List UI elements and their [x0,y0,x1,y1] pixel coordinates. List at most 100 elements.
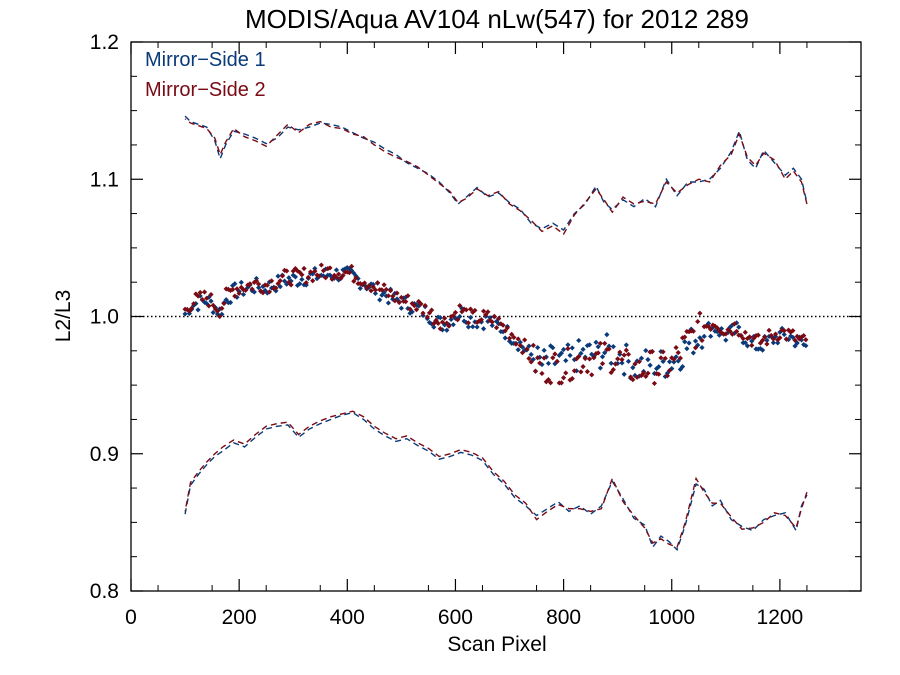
series-2-point [305,274,311,280]
series-2-point [210,302,216,308]
series-2-point [740,335,746,342]
series-2-point [435,320,441,326]
series-1-point [234,294,240,300]
series-1-point [461,318,467,324]
series-2-point [770,336,776,342]
series-1-point [219,311,225,317]
series-1-point [238,279,244,285]
series-1-point [662,373,668,380]
series-2-point [197,289,203,296]
series-2-point [617,349,623,355]
series-2-point [186,308,192,314]
series-2-point [353,275,359,281]
series-2-point [632,361,638,367]
series-2-point [442,315,448,321]
series-2-point [539,370,545,377]
legend-entry-mirror-side-2: Mirror−Side 2 [145,79,266,101]
series-2-point [214,308,221,314]
series-1-point [528,351,534,358]
series-2-point [387,287,394,294]
series-2-point [336,271,342,277]
series-2-point [299,272,305,278]
series-1-point [502,335,508,341]
series-2-point [398,294,404,301]
plot-data-layer [131,115,861,552]
series-1-point [493,318,500,325]
series-2-point [429,307,435,313]
series-2-point [692,345,699,351]
series-1-point [223,297,229,303]
series-2-point [496,315,502,322]
series-1-point [517,339,523,345]
x-tick-label: 0 [125,606,137,629]
series-1-point [251,289,257,295]
series-2-point [569,375,575,382]
series-1-point [664,370,671,376]
series-2-point [526,355,532,362]
series-2-point [766,327,772,333]
x-tick-label: 1200 [757,606,804,629]
series-2-point [764,341,770,347]
series-2-point [593,351,599,357]
series-1-point [390,296,396,302]
series-2-point [472,307,478,314]
series-2-point [554,358,560,364]
series-2-point [279,273,286,279]
series-1-point [394,296,400,302]
series-1-point [638,355,645,361]
series-2-point [541,355,547,361]
series-2-point [796,336,802,342]
series-1-point [253,275,260,282]
series-1-point [210,309,216,316]
series-2-point [478,317,484,323]
series-2-point [450,313,456,319]
series-1-lower-line [184,411,808,552]
series-2-point [266,289,273,295]
series-2-point [310,278,316,284]
series-2-point [580,364,586,370]
series-2-point [602,340,608,347]
series-2-point [230,286,236,293]
series-1-point [690,350,696,356]
series-1-point [431,324,437,330]
series-2-point [656,371,662,377]
series-1-point [671,359,677,365]
series-1-point [699,344,705,351]
series-1-point [625,358,632,364]
series-2-point [645,370,651,376]
series-2-point [217,313,223,320]
series-2-point [666,367,673,374]
series-1-point [522,347,528,353]
series-1-point [593,339,599,345]
series-1-point [331,275,337,281]
series-2-point [641,370,647,376]
series-2-point [491,313,497,319]
series-1-point [770,340,776,346]
series-1-point [781,331,787,338]
series-2-point [221,300,227,307]
series-2-point [188,305,195,311]
series-2-point [628,374,634,380]
series-2-point [463,307,469,313]
series-2-point [422,303,428,309]
series-2-point [245,282,251,288]
series-1-point [227,299,234,306]
series-2-point [392,298,398,304]
series-2-point [537,360,543,366]
series-1-point [619,360,625,366]
series-1-point [759,347,766,353]
series-2-point [623,347,629,353]
series-2-point [303,280,309,286]
series-2-point [524,346,530,352]
series-1-point [615,360,621,367]
series-1-point [457,313,463,320]
series-2-point [465,320,472,326]
series-2-point [240,287,247,293]
series-2-point [586,356,593,362]
series-2-point [777,335,783,341]
legend-entry-mirror-side-1: Mirror−Side 1 [145,49,266,71]
series-2-point [597,340,603,347]
series-2-point [232,293,238,299]
series-2-point [599,360,606,367]
